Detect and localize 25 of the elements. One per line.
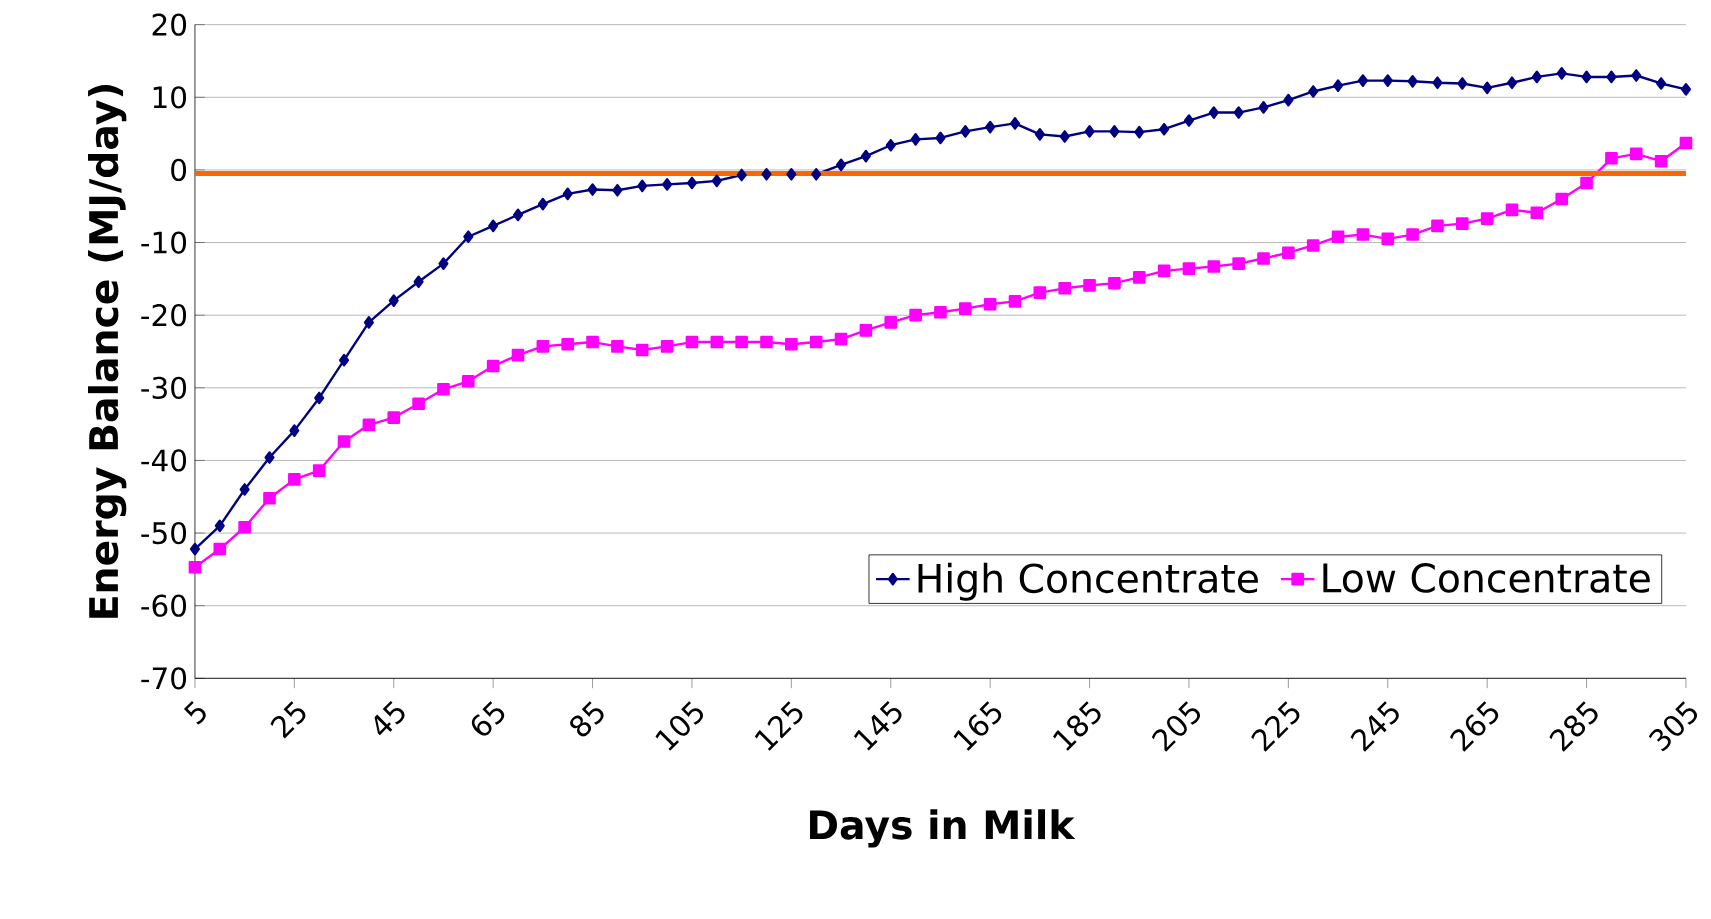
x-tick-label: 165 bbox=[953, 701, 1002, 751]
y-tick-label: -60 bbox=[141, 594, 187, 617]
y-tick-label: -40 bbox=[141, 449, 187, 472]
y-tick-label: 20 bbox=[152, 13, 187, 36]
y-tick-label: -50 bbox=[141, 521, 187, 545]
x-tick-label: 105 bbox=[655, 701, 704, 751]
x-tick-label: 45 bbox=[374, 700, 405, 735]
y-tick-label: -70 bbox=[141, 666, 187, 690]
y-tick-label: -30 bbox=[141, 376, 187, 399]
y-tick-label: 0 bbox=[171, 158, 187, 181]
x-axis-title: Days in Milk bbox=[810, 809, 1076, 848]
legend-label: Low Concentrate bbox=[1323, 562, 1650, 593]
x-tick-label: 65 bbox=[471, 701, 505, 736]
x-tick-label: 25 bbox=[270, 701, 306, 739]
y-axis-title: Energy Balance (MJ/day) bbox=[87, 84, 127, 618]
x-tick-label: 145 bbox=[853, 700, 902, 751]
y-tick-label: -10 bbox=[141, 231, 187, 254]
x-tick-label: 5 bbox=[183, 700, 206, 725]
legend-label: High Concentrate bbox=[918, 562, 1258, 601]
x-tick-label: 305 bbox=[1648, 701, 1698, 752]
y-tick-label: 10 bbox=[153, 85, 187, 109]
x-tick-label: 85 bbox=[570, 701, 604, 737]
x-tick-label: 185 bbox=[1053, 701, 1101, 751]
y-tick-label: -20 bbox=[141, 303, 187, 327]
x-tick-label: 125 bbox=[754, 701, 803, 751]
